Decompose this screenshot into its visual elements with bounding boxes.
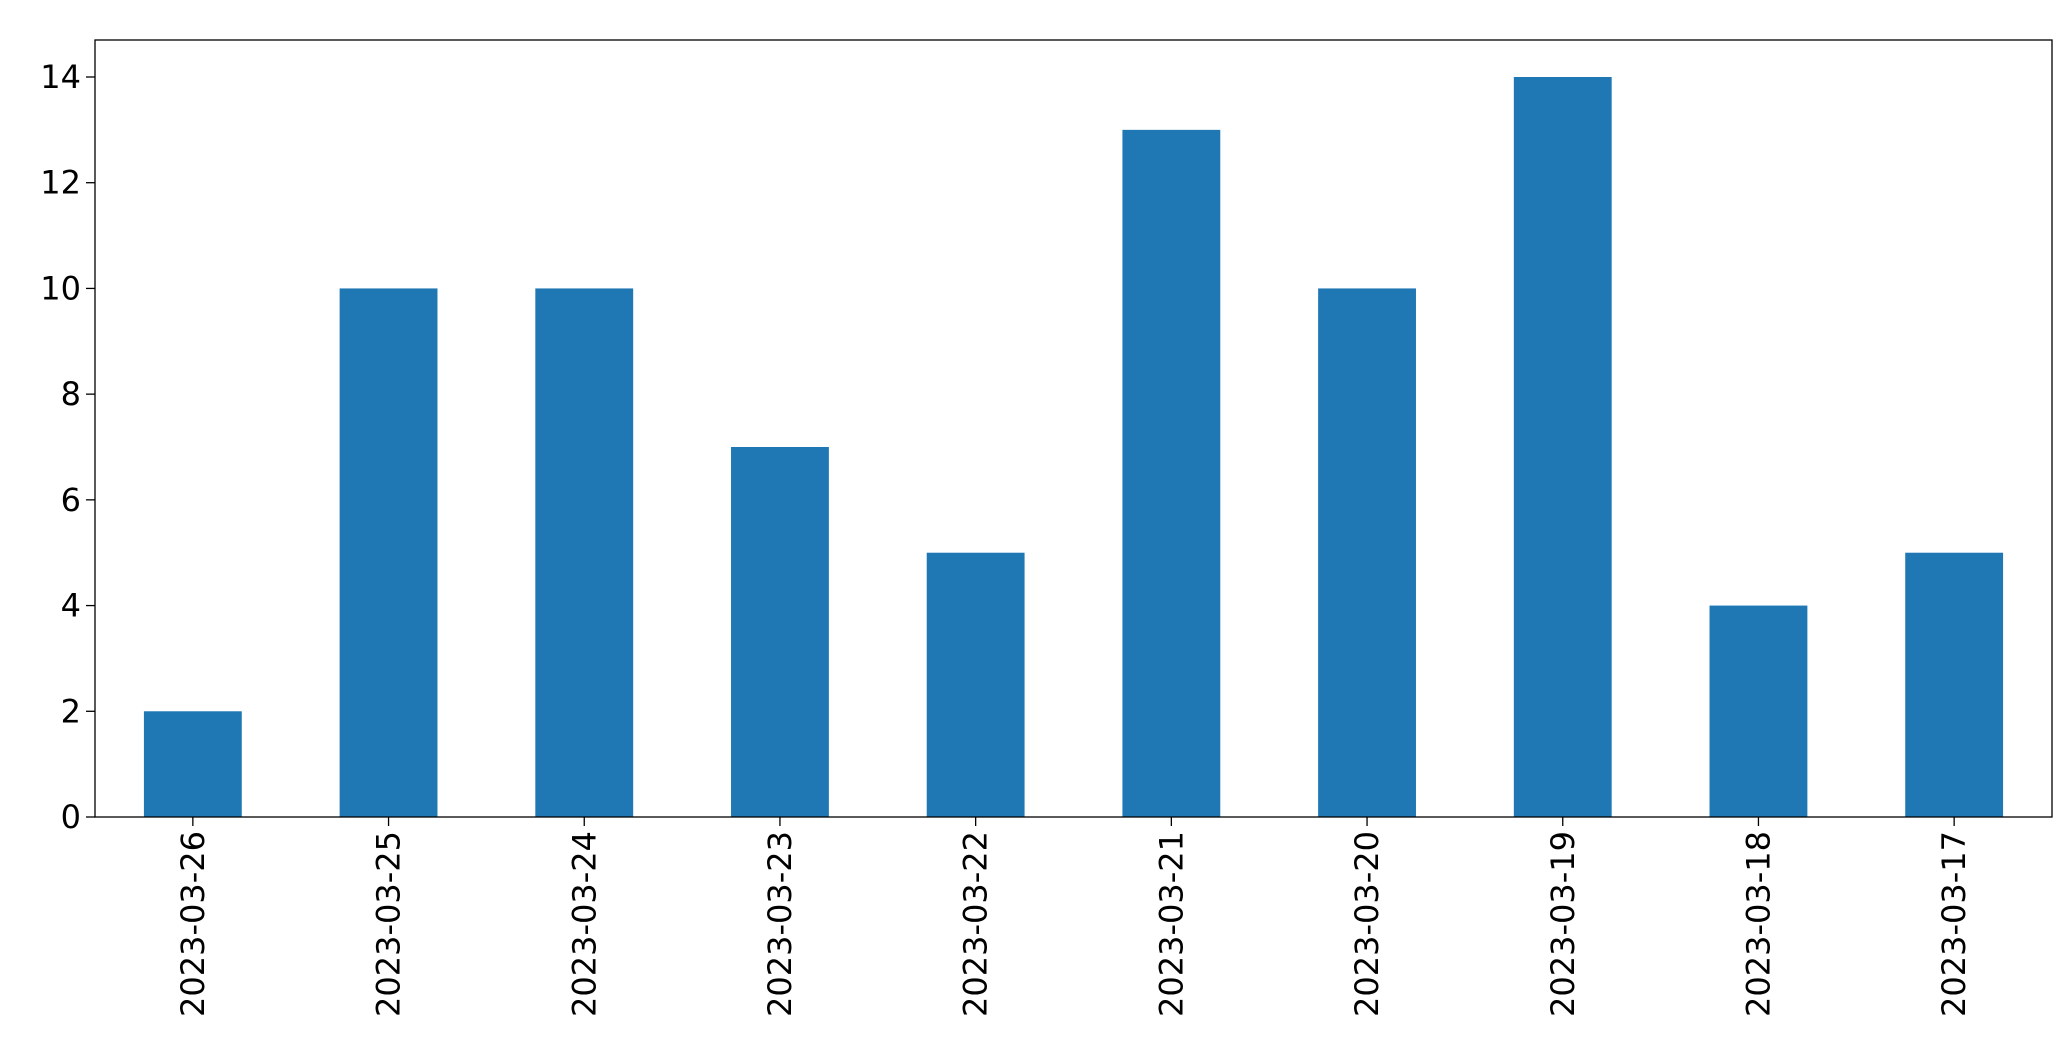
x-tick-label: 2023-03-19 [1544, 831, 1582, 1017]
x-tick-label: 2023-03-20 [1348, 831, 1386, 1017]
bar [1905, 552, 2004, 817]
x-tick-label: 2023-03-25 [370, 831, 408, 1017]
bar [535, 288, 634, 817]
y-tick-label: 4 [61, 587, 81, 625]
x-tick-label: 2023-03-22 [957, 831, 995, 1017]
plot-frame [94, 39, 2053, 818]
bar [143, 711, 242, 817]
x-tick-label: 2023-03-23 [761, 831, 799, 1017]
y-tick-label: 14 [40, 58, 81, 96]
bar [731, 447, 829, 817]
y-tick-label: 10 [40, 269, 81, 307]
x-tick-label: 2023-03-21 [1152, 831, 1190, 1017]
x-tick-label: 2023-03-24 [565, 831, 603, 1017]
bar [1709, 605, 1808, 817]
y-tick-label: 0 [61, 798, 81, 836]
bar [339, 288, 438, 817]
bar [926, 552, 1025, 817]
bar [1318, 288, 1416, 817]
bar [1513, 77, 1612, 817]
y-tick-label: 2 [61, 692, 81, 730]
x-tick-label: 2023-03-18 [1739, 831, 1777, 1017]
y-tick-label: 6 [61, 481, 81, 519]
y-tick-label: 8 [61, 375, 81, 413]
x-tick-label: 2023-03-17 [1935, 831, 1973, 1017]
y-tick-label: 12 [40, 164, 81, 202]
bar [1122, 129, 1221, 817]
x-tick-label: 2023-03-26 [174, 831, 212, 1017]
